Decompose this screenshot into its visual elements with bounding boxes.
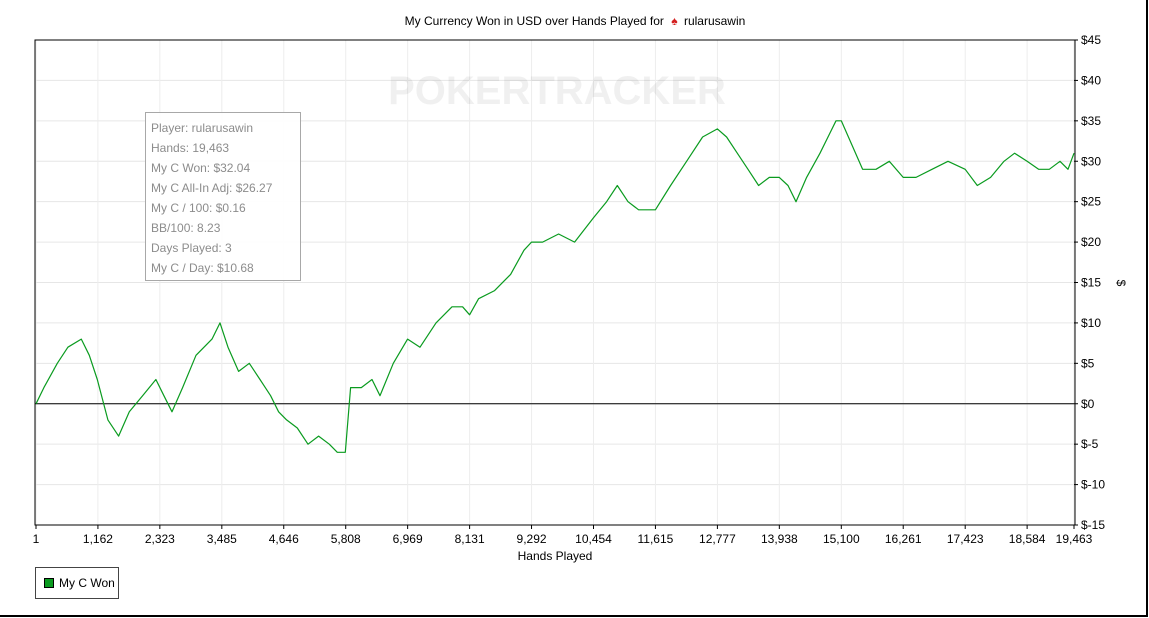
x-tick-label: 9,292 [517, 532, 547, 546]
x-tick-label: 16,261 [885, 532, 922, 546]
player-stats-tooltip: Player: rularusawin Hands: 19,463 My C W… [145, 112, 301, 281]
y-tick-label: $-10 [1081, 478, 1105, 492]
y-tick-label: $0 [1081, 397, 1095, 411]
y-tick-label: $5 [1081, 356, 1095, 370]
x-axis-title: Hands Played [518, 549, 593, 563]
x-tick-label: 13,938 [761, 532, 798, 546]
y-tick-label: $-5 [1081, 437, 1099, 451]
tooltip-line: My C Won: $32.04 [151, 161, 251, 175]
x-tick-label: 6,969 [393, 532, 423, 546]
y-tick-label: $45 [1081, 33, 1101, 47]
tooltip-line: Hands: 19,463 [151, 141, 230, 155]
legend-label: My C Won [59, 576, 115, 590]
x-tick-label: 1,162 [83, 532, 113, 546]
x-tick-label: 10,454 [575, 532, 612, 546]
tooltip-line: My C / Day: $10.68 [151, 261, 254, 275]
x-tick-label: 18,584 [1009, 532, 1046, 546]
y-axis: $45 $40 $35 $30 $25 $20 $15 $10 $5 $0 $-5 $-10 $-15 [1074, 33, 1105, 532]
tooltip-line: Days Played: 3 [151, 241, 232, 255]
tooltip-line: My C All-In Adj: $26.27 [151, 181, 273, 195]
legend[interactable]: My C Won [35, 567, 119, 599]
y-tick-label: $25 [1081, 195, 1101, 209]
legend-swatch [44, 578, 54, 588]
x-tick-label: 19,463 [1056, 532, 1093, 546]
watermark: POKERTRACKER [388, 69, 726, 113]
tooltip-line: My C / 100: $0.16 [151, 201, 246, 215]
y-axis-title: $ [1114, 280, 1128, 287]
x-tick-label: 11,615 [638, 532, 674, 546]
x-tick-label: 15,100 [823, 532, 860, 546]
x-axis: 1 1,162 2,323 3,485 4,646 5,808 6,969 8,131 9,29… [33, 525, 1093, 546]
tooltip-line: BB/100: 8.23 [151, 221, 221, 235]
y-tick-label: $20 [1081, 235, 1101, 249]
x-tick-label: 2,323 [145, 532, 175, 546]
y-tick-label: $40 [1081, 73, 1101, 87]
x-tick-label: 4,646 [269, 532, 299, 546]
y-tick-label: $15 [1081, 276, 1101, 290]
x-tick-label: 12,777 [699, 532, 736, 546]
x-tick-label: 8,131 [455, 532, 485, 546]
y-tick-label: $-15 [1081, 518, 1105, 532]
x-tick-label: 1 [33, 532, 40, 546]
y-tick-label: $10 [1081, 316, 1101, 330]
series-line-my-c-won [35, 120, 1075, 453]
y-tick-label: $30 [1081, 154, 1101, 168]
x-tick-label: 17,423 [947, 532, 984, 546]
series-layer [35, 120, 1075, 453]
tooltip-line: Player: rularusawin [151, 121, 254, 135]
pokerstars-spade-icon: ♠ [671, 14, 678, 28]
x-tick-label: 3,485 [207, 532, 237, 546]
y-tick-label: $35 [1081, 114, 1101, 128]
x-tick-label: 5,808 [331, 532, 361, 546]
chart-title: My Currency Won in USD over Hands Played… [405, 14, 746, 28]
